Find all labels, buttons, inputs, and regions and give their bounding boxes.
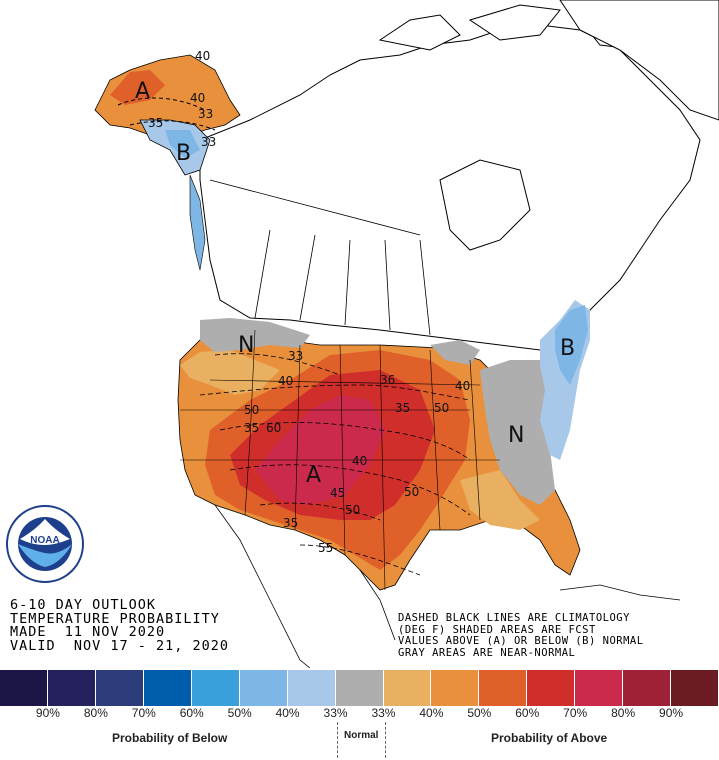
- contour-label: 60: [266, 421, 281, 435]
- contour-label: 40: [190, 91, 205, 105]
- legend-tick-label: 33%: [371, 706, 396, 720]
- title-line: 6-10 DAY OUTLOOK: [10, 597, 157, 613]
- title-line: TEMPERATURE PROBABILITY: [10, 610, 220, 627]
- province-lines: [209, 179, 431, 336]
- legend-tick-label: 40%: [275, 706, 300, 720]
- outlook-title: 6-10 DAY OUTLOOK TEMPERATURE PROBABILITY M…: [10, 597, 230, 654]
- note-line: GRAY AREAS ARE NEAR-NORMAL: [398, 646, 576, 659]
- normal-divider-left: [337, 722, 338, 758]
- greenland-outline: [559, 0, 719, 121]
- contour-label: 50: [404, 485, 419, 499]
- contour-label: 35: [148, 116, 163, 130]
- legend-swatch: [479, 670, 528, 706]
- conus-region: [177, 300, 590, 591]
- temperature-outlook-map: A A B B N N 40 40 33 35 33 40 36 35 40 5…: [94, 0, 719, 668]
- contour-label: 40: [195, 49, 210, 63]
- label-B-alaska: B: [176, 141, 191, 166]
- contour-label: 33: [198, 107, 213, 121]
- legend-swatch: [575, 670, 624, 706]
- contour-label: 55: [318, 541, 333, 555]
- contour-label: 40: [455, 379, 470, 393]
- probability-legend: [0, 670, 719, 706]
- contour-label: 50: [434, 401, 449, 415]
- map-notes: DASHED BLACK LINES ARE CLIMATOLOGY (DEG F…: [398, 612, 644, 659]
- note-line: (DEG F) SHADED AREAS ARE FCST: [398, 623, 596, 636]
- contour-label: 35: [283, 516, 298, 530]
- below-normal-40: [555, 305, 588, 385]
- mexico-outline: [214, 504, 396, 668]
- normal-caption: Normal: [344, 730, 379, 741]
- legend-tick-label: 50%: [467, 706, 492, 720]
- title-line: MADE 11 NOV 2020: [10, 624, 166, 640]
- label-N-east: N: [508, 423, 524, 448]
- label-B-east: B: [560, 336, 575, 361]
- contour-label: 40: [278, 374, 293, 388]
- label-A-west: A: [306, 463, 321, 488]
- legend-tick-label: 60%: [515, 706, 540, 720]
- near-normal-east: [480, 360, 560, 505]
- legend-ticks: 90% 80% 70% 60% 50% 40% 33% 33% 40% 50% 60% 70% 80% 9…: [0, 706, 719, 722]
- contour-label: 36: [380, 373, 395, 387]
- contour-label: 35: [395, 401, 410, 415]
- near-normal-greatlakes: [430, 340, 480, 365]
- noaa-logo-text: NOAA: [30, 535, 59, 546]
- label-A-alaska: A: [135, 79, 150, 104]
- note-line: VALUES ABOVE (A) OR BELOW (B) NORMAL: [398, 635, 644, 647]
- legend-swatch: [623, 670, 672, 706]
- cuba-outline: [559, 584, 681, 601]
- legend-tick-label: 90%: [659, 706, 684, 720]
- legend-tick-label: 80%: [611, 706, 636, 720]
- legend-swatch: [287, 670, 336, 706]
- legend-swatch: [191, 670, 240, 706]
- legend-tick-label: 33%: [323, 706, 348, 720]
- legend-swatch: [527, 670, 576, 706]
- legend-swatch: [431, 670, 480, 706]
- legend-tick-label: 60%: [179, 706, 204, 720]
- legend-swatch: [47, 670, 96, 706]
- alaska-region: [94, 54, 241, 271]
- legend-swatch: [335, 670, 384, 706]
- legend-tick-label: 80%: [83, 706, 108, 720]
- contour-label: 50: [345, 503, 360, 517]
- contour-label: 33: [288, 349, 303, 363]
- legend-swatch: [0, 670, 48, 706]
- legend-swatch: [95, 670, 144, 706]
- contour-label: 50: [244, 403, 259, 417]
- legend-swatch: [383, 670, 432, 706]
- below-caption: Probability of Below: [112, 731, 228, 745]
- legend-tick-label: 90%: [35, 706, 60, 720]
- note-line: DASHED BLACK LINES ARE CLIMATOLOGY: [398, 612, 630, 624]
- title-line: VALID NOV 17 - 21, 2020: [10, 637, 230, 654]
- legend-tick-label: 50%: [227, 706, 252, 720]
- hudson-bay-outline: [439, 159, 531, 251]
- conus-above-70: [255, 395, 385, 505]
- noaa-logo: NOAA: [6, 505, 84, 583]
- contour-label: 40: [352, 454, 367, 468]
- conus-above-33-se: [460, 470, 540, 530]
- conus-above-33: [180, 350, 280, 395]
- legend-tick-label: 70%: [131, 706, 156, 720]
- above-caption: Probability of Above: [491, 731, 608, 745]
- contour-label: 45: [330, 486, 345, 500]
- legend-swatch: [143, 670, 192, 706]
- legend-tick-label: 70%: [563, 706, 588, 720]
- contour-label: 35: [244, 421, 259, 435]
- label-N-north: N: [238, 333, 254, 358]
- normal-divider-right: [385, 722, 386, 758]
- legend-swatch: [671, 670, 719, 706]
- contour-label: 33: [201, 135, 216, 149]
- contour-labels: 40 40 33 35 33 40 36 35 40 50 35 60 40 5…: [148, 49, 470, 555]
- legend-tick-label: 40%: [419, 706, 444, 720]
- legend-swatch: [239, 670, 288, 706]
